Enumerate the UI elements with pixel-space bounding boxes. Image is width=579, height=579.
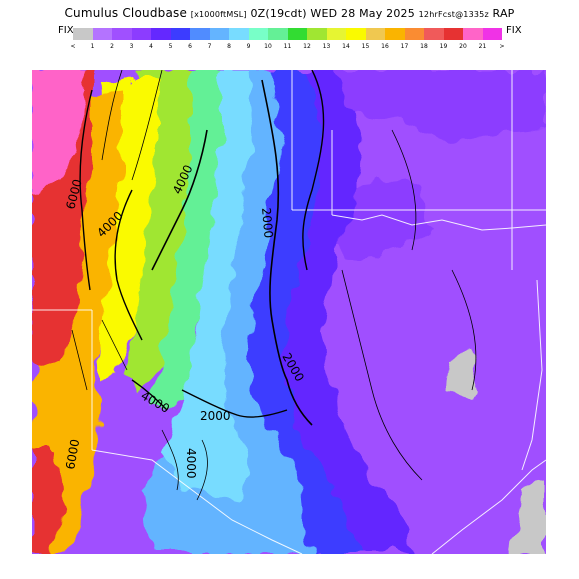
field-cyan	[162, 70, 252, 500]
contour-label: 2000	[200, 409, 231, 423]
field-sw-red	[32, 450, 62, 554]
border-rio-grande	[91, 449, 303, 554]
border-tx-la	[521, 279, 543, 471]
colorbar-tick-label: 5	[168, 43, 173, 50]
colorbar-swatch	[424, 28, 444, 40]
contour-thin	[101, 70, 123, 161]
colorbar-swatch	[112, 28, 132, 40]
title-lead: Cumulus Cloudbase	[64, 6, 188, 20]
contour-6000	[79, 89, 93, 291]
colorbar-swatch	[482, 28, 502, 40]
contour-label: 2000	[259, 207, 276, 239]
contour-thin	[341, 269, 423, 481]
contour-4000-west	[114, 189, 143, 341]
field-green	[152, 70, 222, 410]
colorbar-swatch	[170, 28, 190, 40]
cloudbase-map: 6000 4000 4000 2000 2000 4000 2000 6000 …	[32, 70, 546, 554]
colorbar-swatch	[307, 28, 327, 40]
colorbar-tick-label: <	[70, 43, 76, 50]
contour-2000-south	[181, 389, 288, 418]
colorbar-tick-label: 17	[400, 43, 409, 50]
field-gray-patch	[447, 355, 477, 400]
border-red-river	[331, 214, 546, 231]
colorbar-tick-label: 14	[342, 43, 350, 50]
contour-thin	[391, 129, 417, 251]
contour-label: 4000	[184, 448, 198, 479]
contour-thin	[101, 319, 128, 371]
contour-thin	[71, 329, 88, 391]
title-model: RAP	[492, 7, 515, 20]
contour-thin	[196, 439, 208, 501]
colorbar-swatch	[92, 28, 112, 40]
colorbar-tick-label: 12	[303, 43, 311, 50]
border-nm-tx	[32, 309, 93, 450]
title-valid-time: 0Z(19cdt) WED 28 May 2025	[250, 7, 415, 20]
colorbar-tick-label: 8	[227, 43, 231, 50]
colorbar-tick-label: 13	[322, 43, 331, 50]
colorbar-tick-label: 9	[246, 43, 251, 50]
colorbar-swatch	[229, 28, 249, 40]
colorbar-swatch	[346, 28, 366, 40]
colorbar-swatch	[365, 28, 385, 40]
colorbar-tick-label: 2	[110, 43, 114, 50]
colorbar-tick-label: 7	[207, 43, 212, 50]
colorbar-swatch	[248, 28, 268, 40]
field-gray-patch	[512, 480, 546, 554]
contour-label: 6000	[63, 438, 82, 471]
contour-2000-east	[302, 70, 325, 271]
colorbar-tick-label: 21	[478, 43, 487, 50]
colorbar-swatch	[268, 28, 288, 40]
border-coast	[431, 459, 546, 554]
colorbar-tick-label: 20	[459, 43, 467, 50]
contour-4000-south	[131, 379, 168, 411]
colorbar-swatch	[404, 28, 424, 40]
colorbar-swatch	[287, 28, 307, 40]
title-forecast: 12hrFcst@1335z	[418, 10, 489, 19]
colorbar-swatch	[385, 28, 405, 40]
colorbar-swatch	[73, 28, 93, 40]
colorbar-tick-label: 4	[149, 43, 153, 50]
contour-lines	[71, 70, 477, 501]
colorbar-swatch	[190, 28, 210, 40]
colorbar-fix-right: FIX	[506, 25, 522, 36]
colorbar-swatch	[151, 28, 171, 40]
colorbar-swatch	[131, 28, 151, 40]
contour-2000	[261, 79, 313, 426]
border-north	[291, 70, 546, 211]
colorbar-swatch	[443, 28, 463, 40]
colorbar-swatch	[463, 28, 483, 40]
colorbar-tick-label: 10	[264, 43, 272, 50]
contour-thin	[161, 429, 179, 491]
colorbar-tick-label: 19	[439, 43, 448, 50]
colorbar-tick-label: 11	[283, 43, 292, 50]
colorbar-tick-label: 15	[361, 43, 370, 50]
colorbar-tick-label: 18	[420, 43, 428, 50]
contour-4000	[151, 129, 208, 271]
colorbar-tick-label: 6	[188, 43, 192, 50]
colorbar	[73, 28, 502, 40]
colorbar-tick-label: >	[499, 43, 505, 50]
contour-thin	[451, 269, 477, 391]
colorbar-swatch	[326, 28, 346, 40]
colorbar-fix-left: FIX	[58, 25, 74, 36]
colorbar-tick-label: 16	[381, 43, 389, 50]
contour-thin	[131, 70, 163, 181]
colorbar-tick-label: 1	[90, 43, 95, 50]
colorbar-tick-label: 3	[129, 43, 134, 50]
colorbar-swatch	[209, 28, 229, 40]
chart-title: Cumulus Cloudbase [x1000ftMSL] 0Z(19cdt)…	[0, 6, 579, 20]
field-pink	[32, 70, 87, 190]
border-lines	[32, 70, 546, 554]
title-units: [x1000ftMSL]	[190, 10, 247, 19]
